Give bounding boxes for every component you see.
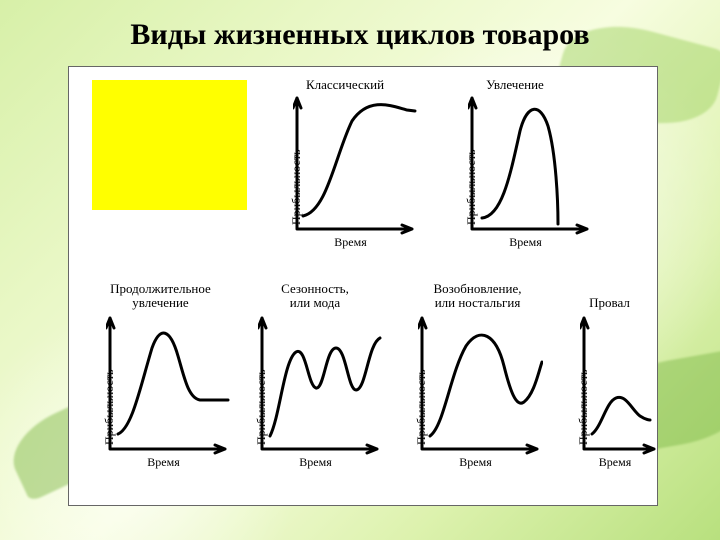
chart-xlabel: Время [468, 235, 583, 250]
chart-seasonal: Сезонность,или мода Время Прибыльность [240, 282, 390, 477]
chart-ylabel: Прибыльность [576, 370, 591, 445]
chart-title: Увлечение [450, 78, 580, 92]
chart-xlabel: Время [293, 235, 408, 250]
chart-failure: Провал Время Прибыльность [562, 282, 657, 477]
chart-ylabel: Прибыльность [102, 370, 117, 445]
yellow-box [92, 80, 247, 210]
chart-title: Классический [275, 78, 415, 92]
chart-title: Возобновление,или ностальгия [400, 282, 555, 309]
chart-extended_fad: Продолжительноеувлечение Время Прибыльност… [88, 282, 233, 477]
page-title: Виды жизненных циклов товаров [0, 18, 720, 52]
chart-plot [106, 316, 231, 461]
chart-xlabel: Время [258, 455, 373, 470]
chart-ylabel: Прибыльность [289, 150, 304, 225]
chart-plot [258, 316, 383, 461]
chart-ylabel: Прибыльность [414, 370, 429, 445]
chart-ylabel: Прибыльность [464, 150, 479, 225]
chart-classic: Классический Время Прибыльность [275, 78, 415, 253]
chart-ylabel: Прибыльность [254, 370, 269, 445]
chart-plot [580, 316, 660, 461]
chart-plot [468, 96, 593, 241]
chart-title: Сезонность,или мода [240, 282, 390, 309]
chart-title: Провал [562, 296, 657, 310]
chart-xlabel: Время [418, 455, 533, 470]
chart-fad: Увлечение Время Прибыльность [450, 78, 580, 253]
chart-revival: Возобновление,или ностальгия Время Прибыль… [400, 282, 555, 477]
chart-plot [418, 316, 543, 461]
chart-xlabel: Время [106, 455, 221, 470]
chart-xlabel: Время [580, 455, 650, 470]
chart-plot [293, 96, 418, 241]
chart-title: Продолжительноеувлечение [88, 282, 233, 309]
